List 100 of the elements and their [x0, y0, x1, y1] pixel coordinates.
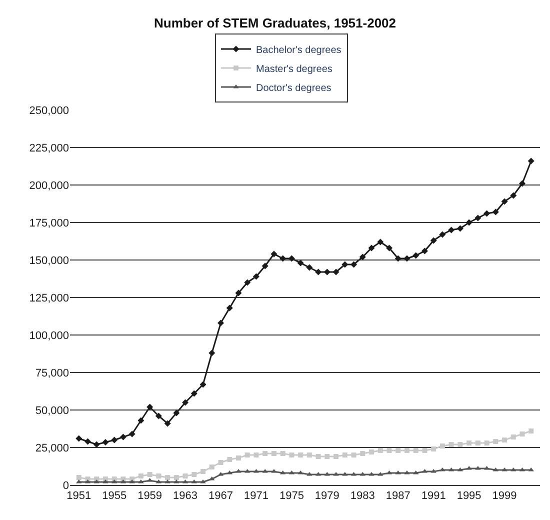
point	[252, 273, 260, 280]
point	[138, 417, 144, 424]
point	[458, 442, 463, 447]
point	[448, 442, 454, 447]
point	[501, 198, 508, 205]
x-tick-label: 1975	[279, 490, 304, 502]
y-tick-label: 0	[62, 480, 69, 492]
x-tick-label: 1991	[421, 490, 446, 502]
point	[244, 279, 251, 286]
x-tick-label: 1999	[492, 490, 517, 502]
point	[421, 248, 428, 254]
y-tick-label: 100,000	[29, 330, 69, 342]
point	[342, 452, 348, 458]
point	[475, 440, 480, 446]
point	[182, 474, 188, 478]
point	[431, 446, 436, 452]
point	[332, 268, 340, 276]
legend-label: Master's degrees	[256, 64, 332, 75]
point	[120, 434, 126, 440]
point	[466, 440, 472, 446]
point	[528, 158, 534, 164]
legend-label: Bachelor's degrees	[256, 44, 342, 56]
point	[404, 255, 410, 262]
x-tick-label: 1963	[173, 490, 198, 502]
point	[227, 457, 232, 462]
point	[484, 440, 490, 446]
point	[289, 452, 294, 458]
point	[386, 448, 392, 453]
point	[422, 448, 428, 453]
point	[270, 250, 278, 258]
point	[200, 469, 206, 474]
x-tick-label: 1983	[350, 490, 375, 502]
y-tick-label: 175,000	[29, 217, 69, 230]
point	[520, 432, 525, 436]
point	[378, 448, 383, 453]
x-tick-label: 1987	[386, 490, 410, 502]
point	[254, 452, 259, 458]
point	[146, 404, 154, 410]
point	[218, 460, 224, 465]
x-tick-label: 1955	[102, 490, 127, 502]
y-tick-label: 150,000	[29, 254, 69, 267]
point	[244, 452, 250, 458]
point	[474, 214, 482, 222]
point	[324, 268, 330, 276]
point	[192, 472, 197, 477]
point	[280, 255, 286, 262]
point	[128, 430, 136, 438]
point	[147, 472, 152, 477]
point	[174, 475, 179, 480]
point	[342, 261, 348, 268]
point	[209, 464, 214, 470]
point	[439, 231, 446, 238]
point	[235, 290, 242, 296]
point	[413, 448, 418, 453]
point	[369, 450, 374, 454]
point	[350, 261, 358, 268]
point	[173, 410, 180, 416]
y-tick-label: 50,000	[35, 404, 69, 417]
point	[218, 320, 224, 326]
point	[280, 451, 286, 456]
point	[316, 454, 321, 459]
point	[448, 226, 455, 234]
point	[76, 435, 82, 442]
point	[360, 451, 366, 456]
point	[155, 412, 162, 420]
point	[226, 304, 233, 312]
legend-label: Doctor's degrees	[256, 82, 332, 94]
point	[271, 451, 276, 456]
x-tick-label: 1979	[314, 490, 340, 502]
point	[493, 439, 498, 444]
point	[306, 452, 312, 458]
point	[208, 350, 216, 356]
point	[165, 475, 170, 480]
point	[297, 260, 304, 266]
x-tick-label: 1959	[138, 490, 162, 502]
x-tick-label: 1967	[208, 490, 233, 502]
point	[138, 474, 144, 478]
point	[93, 441, 100, 448]
point	[502, 438, 508, 442]
point	[412, 252, 420, 259]
point	[377, 238, 384, 246]
point	[200, 381, 206, 388]
point	[519, 180, 526, 187]
point	[190, 390, 198, 397]
x-tick-label: 1995	[456, 490, 482, 502]
point	[334, 454, 339, 459]
point	[359, 254, 366, 260]
point	[102, 439, 109, 446]
point	[182, 399, 189, 406]
point	[262, 451, 268, 456]
y-tick-label: 25,000	[35, 442, 69, 454]
point	[351, 452, 356, 458]
x-tick-label: 1971	[244, 490, 268, 502]
y-tick-label: 250,000	[29, 104, 69, 117]
point	[111, 436, 118, 444]
point	[492, 208, 499, 216]
point	[394, 255, 402, 262]
point	[386, 244, 392, 252]
point	[510, 192, 517, 199]
point	[84, 438, 91, 445]
